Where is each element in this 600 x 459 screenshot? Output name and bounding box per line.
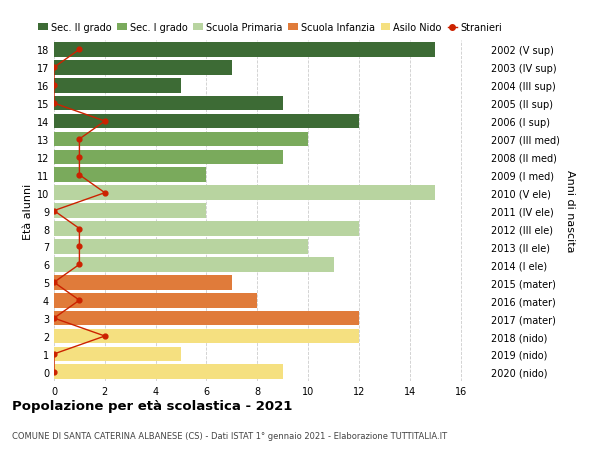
Y-axis label: Età alunni: Età alunni (23, 183, 32, 239)
Bar (54, 329, 359, 344)
Point (49, 207, 59, 215)
Bar (54, 168, 206, 183)
Point (49, 315, 59, 322)
Bar (54, 240, 308, 254)
Bar (54, 186, 435, 201)
Bar (54, 114, 359, 129)
Point (74, 261, 84, 269)
Text: COMUNE DI SANTA CATERINA ALBANESE (CS) - Dati ISTAT 1° gennaio 2021 - Elaborazio: COMUNE DI SANTA CATERINA ALBANESE (CS) -… (12, 431, 447, 441)
Point (49, 82, 59, 90)
Point (49, 100, 59, 107)
Point (74, 46, 84, 54)
Bar (54, 257, 334, 272)
Bar (54, 293, 257, 308)
Point (74, 243, 84, 251)
Point (74, 136, 84, 143)
Point (100, 118, 110, 125)
Bar (54, 150, 283, 165)
Y-axis label: Anni di nascita: Anni di nascita (565, 170, 575, 252)
Legend: Sec. II grado, Sec. I grado, Scuola Primaria, Scuola Infanzia, Asilo Nido, Stran: Sec. II grado, Sec. I grado, Scuola Prim… (38, 23, 502, 33)
Bar (54, 365, 283, 379)
Bar (54, 132, 308, 147)
Point (49, 279, 59, 286)
Point (49, 369, 59, 376)
Point (74, 297, 84, 304)
Bar (54, 61, 232, 75)
Point (74, 225, 84, 233)
Point (49, 64, 59, 72)
Bar (54, 96, 283, 111)
Bar (54, 347, 181, 362)
Point (100, 333, 110, 340)
Bar (54, 275, 232, 290)
Bar (54, 204, 206, 218)
Point (49, 351, 59, 358)
Point (100, 190, 110, 197)
Text: Popolazione per età scolastica - 2021: Popolazione per età scolastica - 2021 (12, 399, 292, 412)
Bar (54, 43, 435, 57)
Bar (54, 311, 359, 326)
Point (74, 154, 84, 161)
Bar (54, 78, 181, 93)
Bar (54, 222, 359, 236)
Point (74, 172, 84, 179)
